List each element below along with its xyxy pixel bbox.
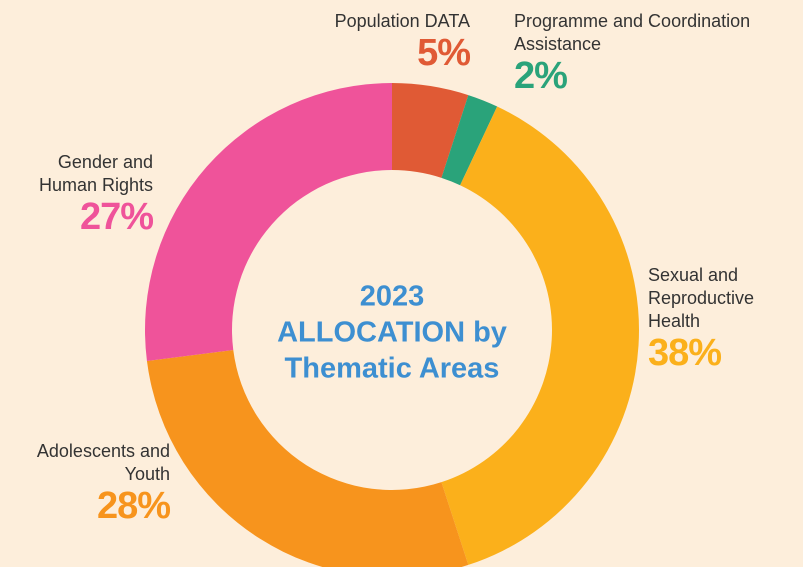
value-label: 38% xyxy=(648,332,722,374)
slice-label: Sexual and Reproductive Health 38% xyxy=(648,264,788,373)
donut-slice xyxy=(441,95,498,186)
category-name: Gender and Human Rights xyxy=(38,152,153,195)
slice-label: Adolescents and Youth 28% xyxy=(5,440,171,527)
chart-title: Thematic Areas xyxy=(285,353,500,385)
donut-slice xyxy=(146,350,469,567)
value-label: 2% xyxy=(514,55,568,97)
value-label: 28% xyxy=(96,485,171,527)
donut-slice xyxy=(144,83,392,361)
value-label: 5% xyxy=(417,32,471,74)
slice-label: Programme and Coordination Assistance 2% xyxy=(514,10,803,96)
category-name: Population DATA xyxy=(334,11,470,31)
category-name: Sexual and Reproductive Health xyxy=(648,265,755,331)
category-name: Adolescents and Youth xyxy=(36,441,170,484)
donut-slice xyxy=(441,106,640,565)
category-name: Programme and Coordination Assistance xyxy=(514,11,751,54)
chart-title: ALLOCATION by xyxy=(277,317,507,349)
value-label: 27% xyxy=(79,196,154,238)
donut-slice xyxy=(392,83,469,178)
slice-label: Gender and Human Rights 27% xyxy=(13,151,154,238)
slice-label: Population DATA 5% xyxy=(270,10,471,74)
chart-title: 2023 xyxy=(360,281,425,313)
